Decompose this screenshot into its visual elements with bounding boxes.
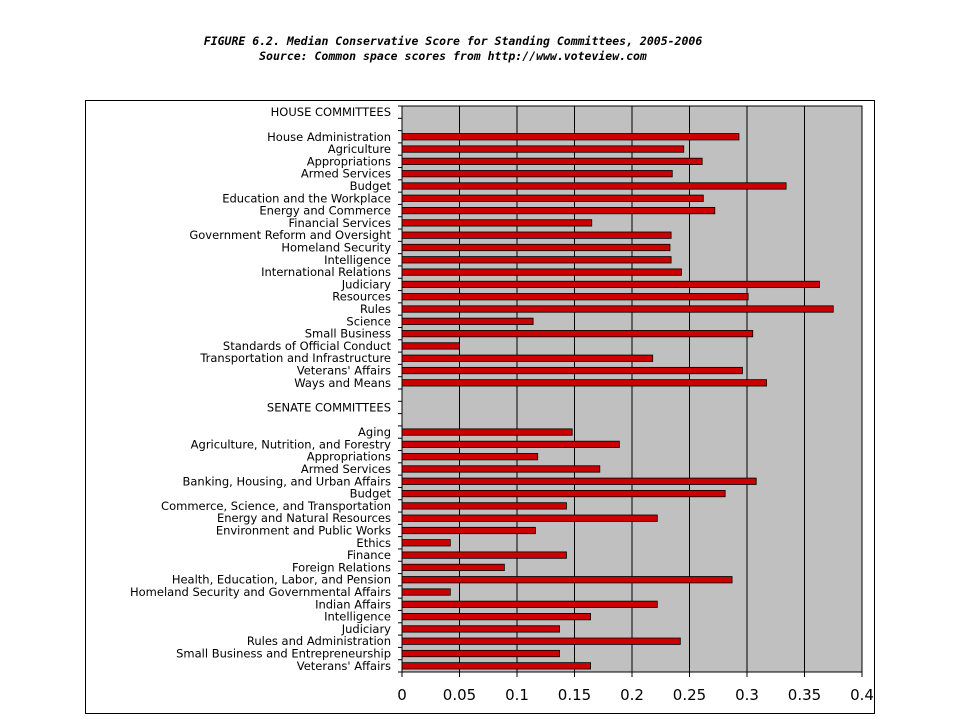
- bar: [401, 649, 560, 658]
- category-label: Agriculture: [328, 142, 391, 156]
- category-label: Standards of Official Conduct: [223, 339, 392, 353]
- bar: [401, 514, 658, 522]
- bar: [401, 342, 460, 350]
- bar: [401, 428, 573, 436]
- x-tick-label: 0.35: [788, 686, 821, 704]
- bar: [401, 563, 505, 572]
- category-label: Agriculture, Nutrition, and Forestry: [191, 437, 392, 451]
- category-label: Intelligence: [324, 610, 391, 624]
- bar: [401, 305, 834, 313]
- bar: [401, 256, 672, 264]
- category-label: Financial Services: [288, 216, 391, 230]
- bar: [401, 539, 451, 547]
- category-label: Veterans' Affairs: [297, 364, 391, 378]
- bar: [401, 576, 733, 584]
- category-label: Banking, Housing, and Urban Affairs: [182, 474, 391, 488]
- chart-subtitle: Source: Common space scores from http://…: [259, 49, 647, 63]
- category-label: Homeland Security and Governmental Affai…: [130, 585, 391, 599]
- category-label: House Administration: [267, 130, 391, 144]
- bar: [401, 330, 754, 338]
- category-label: Homeland Security: [281, 241, 391, 255]
- category-label: Health, Education, Labor, and Pension: [172, 573, 391, 587]
- bar: [401, 637, 681, 645]
- category-label: Armed Services: [301, 167, 391, 181]
- x-tick-label: 0.05: [443, 686, 476, 704]
- bar: [401, 170, 673, 178]
- x-tick-label: 0.15: [558, 686, 591, 704]
- category-label: Government Reform and Oversight: [189, 228, 391, 242]
- bar: [401, 465, 601, 473]
- bar: [401, 219, 593, 227]
- category-label: Judiciary: [341, 622, 391, 636]
- bar: [401, 625, 560, 633]
- bar: [401, 206, 716, 215]
- bar: [401, 588, 451, 596]
- category-label: Small Business: [305, 327, 391, 341]
- category-label: Transportation and Infrastructure: [199, 351, 391, 365]
- bar: [401, 453, 539, 461]
- x-tick-label: 0.1: [505, 686, 529, 704]
- category-label: Finance: [347, 548, 391, 562]
- category-label: Appropriations: [307, 450, 391, 464]
- category-label: Foreign Relations: [292, 560, 391, 574]
- bar: [401, 502, 567, 510]
- bar: [401, 145, 685, 153]
- category-label: Appropriations: [307, 154, 391, 168]
- bar: [401, 268, 682, 276]
- bar: [401, 379, 767, 387]
- section-header-label: HOUSE COMMITTEES: [271, 105, 391, 119]
- x-tick-label: 0.3: [735, 686, 759, 704]
- category-label: Education and the Workplace: [222, 191, 391, 205]
- category-label: Armed Services: [301, 462, 391, 476]
- category-label: Ways and Means: [294, 376, 391, 390]
- bar: [401, 243, 671, 252]
- category-label: Indian Affairs: [315, 597, 391, 611]
- bar: [401, 366, 743, 375]
- bar: [401, 293, 749, 301]
- bar: [401, 613, 592, 621]
- x-tick-label: 0: [397, 686, 407, 704]
- category-label: Science: [346, 314, 391, 328]
- category-label: Rules: [360, 302, 391, 316]
- category-label: Judiciary: [341, 277, 391, 291]
- category-label: Aging: [358, 425, 391, 439]
- category-label: Veterans' Affairs: [297, 659, 391, 673]
- category-label: Rules and Administration: [247, 634, 391, 648]
- bar: [401, 440, 620, 448]
- category-label: Energy and Natural Resources: [217, 511, 391, 525]
- bar: [401, 354, 654, 362]
- x-tick-label: 0.4: [850, 686, 874, 704]
- bar: [401, 489, 726, 498]
- category-label: Budget: [350, 487, 392, 501]
- chart-title: FIGURE 6.2. Median Conservative Score fo…: [203, 34, 703, 48]
- category-label: Budget: [350, 179, 392, 193]
- category-label: Small Business and Entrepreneurship: [176, 647, 391, 661]
- bar: [401, 551, 567, 559]
- chart-title-block: FIGURE 6.2. Median Conservative Score fo…: [0, 34, 906, 64]
- bar: [401, 317, 534, 325]
- bar: [401, 194, 704, 202]
- category-label: Environment and Public Works: [216, 524, 391, 538]
- bar: [401, 600, 658, 608]
- x-tick-label: 0.2: [620, 686, 644, 704]
- bar: [401, 477, 757, 485]
- category-label: Commerce, Science, and Transportation: [161, 499, 391, 513]
- bar: [401, 231, 672, 239]
- bar: [401, 280, 820, 289]
- category-label: Resources: [332, 290, 391, 304]
- category-label: Intelligence: [324, 253, 391, 267]
- bar: [401, 662, 592, 670]
- section-header-label: SENATE COMMITTEES: [267, 400, 391, 414]
- bar: [401, 157, 703, 165]
- bar: [401, 526, 536, 535]
- category-label: International Relations: [261, 265, 391, 279]
- x-tick-label: 0.25: [673, 686, 706, 704]
- category-label: Ethics: [356, 536, 391, 550]
- bar: [401, 133, 740, 141]
- category-label: Energy and Commerce: [259, 204, 391, 218]
- bar: [401, 182, 787, 190]
